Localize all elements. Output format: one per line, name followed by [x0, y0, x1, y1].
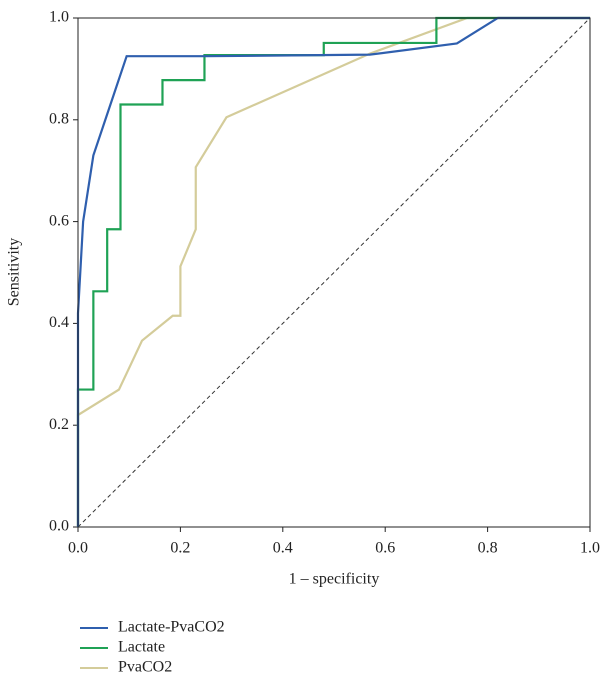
plot-frame [77, 17, 591, 528]
legend-label: Lactate-PvaCO2 [118, 619, 225, 636]
x-tick-label: 0.2 [170, 540, 190, 557]
y-tick-label: 0.6 [49, 212, 69, 229]
x-axis-label: 1 – specificity [289, 571, 380, 588]
roc-line [76, 16, 590, 527]
roc-line [76, 16, 590, 527]
reference-line [77, 17, 591, 528]
x-tick-label: 1.0 [580, 540, 600, 557]
y-tick-label: 0.8 [49, 110, 69, 127]
legend-label: PvaCO2 [118, 659, 172, 676]
legend-label: Lactate [118, 639, 165, 656]
y-tick-label: 1.0 [49, 9, 69, 26]
x-tick-label: 0.6 [375, 540, 395, 557]
x-tick-label: 0.0 [68, 540, 88, 557]
x-tick-label: 0.8 [478, 540, 498, 557]
y-tick-label: 0.2 [49, 416, 69, 433]
x-tick-label: 0.4 [273, 540, 293, 557]
y-axis-label: Sensitivity [6, 238, 23, 306]
y-tick-label: 0.4 [49, 314, 69, 331]
y-tick-label: 0.0 [49, 518, 69, 535]
